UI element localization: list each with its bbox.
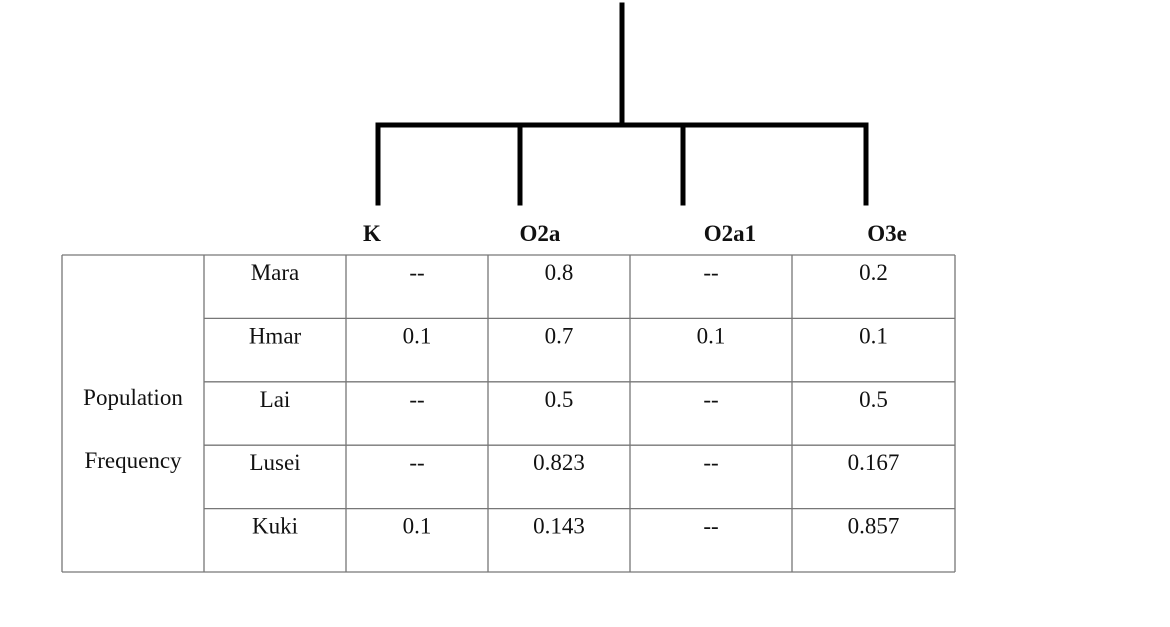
- row-name: Kuki: [252, 514, 298, 539]
- row-name: Lai: [260, 387, 291, 412]
- cell: 0.7: [545, 323, 574, 348]
- tree-label: K: [363, 221, 381, 246]
- cell: 0.823: [533, 450, 585, 475]
- row-name: Mara: [251, 260, 300, 285]
- cell: 0.1: [403, 514, 432, 539]
- cell: --: [703, 450, 718, 475]
- cell: 0.1: [859, 323, 888, 348]
- cell: 0.8: [545, 260, 574, 285]
- cell: 0.167: [848, 450, 900, 475]
- cell: 0.143: [533, 514, 585, 539]
- tree: [375, 2, 869, 206]
- cell: --: [703, 260, 718, 285]
- cell: --: [703, 387, 718, 412]
- cell: 0.2: [859, 260, 888, 285]
- cell: 0.857: [848, 514, 900, 539]
- cell: 0.1: [697, 323, 726, 348]
- cell: --: [409, 450, 424, 475]
- cell: --: [703, 514, 718, 539]
- row-name: Lusei: [249, 450, 300, 475]
- group-label: Population: [83, 385, 183, 410]
- cell: --: [409, 387, 424, 412]
- tree-label: O2a: [520, 221, 561, 246]
- table: K O2a O2a1 O3e Population Frequency Mara -- 0.8 -…: [61, 221, 956, 573]
- tree-label: O2a1: [704, 221, 756, 246]
- cell: 0.5: [545, 387, 574, 412]
- group-label: Frequency: [84, 448, 182, 473]
- cell: --: [409, 260, 424, 285]
- tree-label: O3e: [867, 221, 907, 246]
- cell: 0.1: [403, 323, 432, 348]
- row-name: Hmar: [249, 323, 302, 348]
- cell: 0.5: [859, 387, 888, 412]
